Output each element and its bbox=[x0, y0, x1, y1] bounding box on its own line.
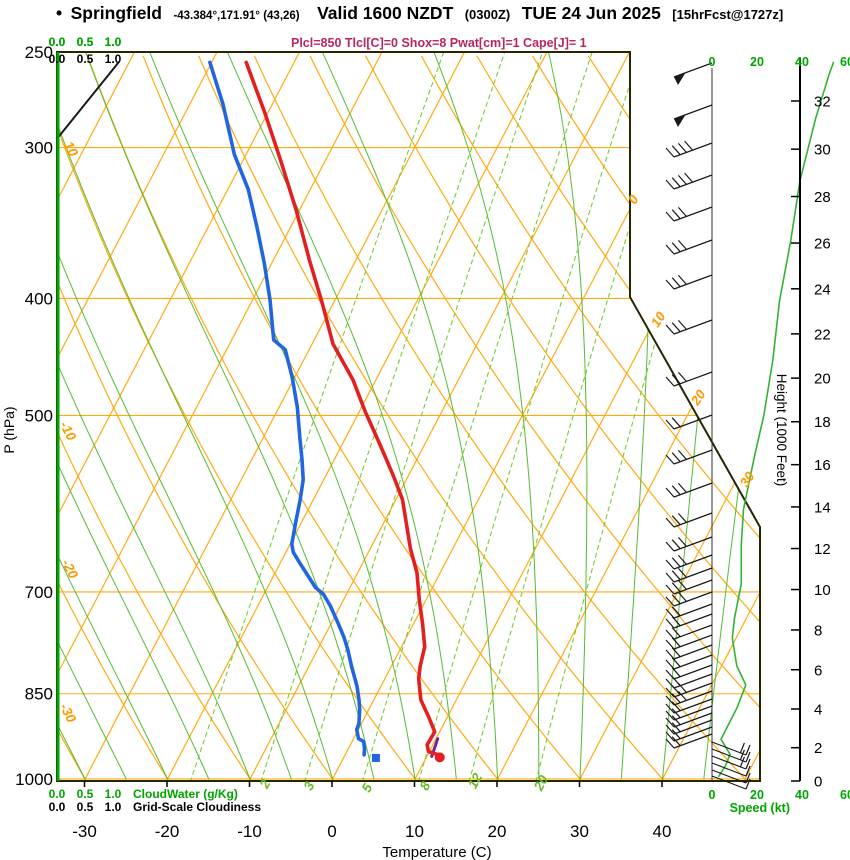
svg-text:CloudWater (g/Kg): CloudWater (g/Kg) bbox=[133, 787, 238, 801]
svg-text:-30: -30 bbox=[72, 822, 97, 841]
svg-text:20: 20 bbox=[814, 371, 831, 388]
svg-text:18: 18 bbox=[814, 414, 831, 431]
svg-text:0.0: 0.0 bbox=[49, 52, 66, 66]
svg-text:-30: -30 bbox=[57, 701, 80, 726]
svg-text:1000: 1000 bbox=[15, 770, 53, 789]
svg-text:0.5: 0.5 bbox=[77, 787, 94, 801]
svg-text:0: 0 bbox=[709, 55, 716, 69]
svg-text:1.0: 1.0 bbox=[105, 787, 122, 801]
svg-text:-20: -20 bbox=[155, 822, 180, 841]
valid-time-z: (0300Z) bbox=[464, 7, 511, 22]
svg-text:20: 20 bbox=[488, 822, 507, 841]
svg-text:30: 30 bbox=[814, 142, 831, 159]
skewt-grid bbox=[57, 52, 760, 781]
svg-text:Speed (kt): Speed (kt) bbox=[730, 801, 790, 815]
svg-text:32: 32 bbox=[814, 93, 831, 110]
svg-text:0.0: 0.0 bbox=[49, 787, 66, 801]
stability-indices-line: Plcl=850 Tlcl[C]=0 Shox=8 Pwat[cm]=1 Cap… bbox=[291, 36, 587, 50]
svg-text:700: 700 bbox=[25, 583, 53, 602]
wind-plot bbox=[711, 61, 835, 781]
svg-text:300: 300 bbox=[25, 139, 53, 158]
svg-text:10: 10 bbox=[405, 822, 424, 841]
svg-text:0.0: 0.0 bbox=[49, 800, 66, 814]
svg-text:40: 40 bbox=[795, 55, 809, 69]
plot-border bbox=[56, 51, 761, 782]
svg-text:30: 30 bbox=[570, 822, 589, 841]
svg-text:0: 0 bbox=[327, 822, 336, 841]
svg-text:0: 0 bbox=[814, 774, 822, 791]
surface-markers bbox=[371, 752, 445, 763]
svg-text:6: 6 bbox=[814, 662, 822, 679]
temperature-axis: -30 -20 -10 0 10 20 30 40 bbox=[72, 781, 671, 841]
wind-barbs bbox=[665, 62, 751, 790]
svg-text:0: 0 bbox=[709, 788, 716, 802]
svg-text:0.5: 0.5 bbox=[77, 35, 94, 49]
svg-text:400: 400 bbox=[25, 289, 53, 308]
svg-text:14: 14 bbox=[814, 499, 831, 516]
svg-text:-10: -10 bbox=[237, 822, 262, 841]
svg-text:10: 10 bbox=[648, 309, 669, 330]
station-name: Springfield bbox=[70, 3, 162, 23]
svg-text:1.0: 1.0 bbox=[105, 52, 122, 66]
svg-text:60: 60 bbox=[840, 788, 850, 802]
forecast-tag: [15hrFcst@1727z] bbox=[672, 7, 784, 22]
svg-text:1.0: 1.0 bbox=[105, 800, 122, 814]
svg-text:0.5: 0.5 bbox=[77, 800, 94, 814]
svg-text:12: 12 bbox=[465, 770, 486, 791]
svg-text:250: 250 bbox=[25, 43, 53, 62]
svg-text:Temperature (C): Temperature (C) bbox=[382, 844, 491, 860]
title-bar: • Springfield -43.384°,171.91° (43,26) V… bbox=[56, 3, 783, 24]
svg-text:60: 60 bbox=[840, 55, 850, 69]
svg-text:5: 5 bbox=[359, 781, 376, 795]
svg-text:10: 10 bbox=[61, 139, 82, 160]
speed-axis: 00202040406060Speed (kt) bbox=[709, 55, 850, 815]
svg-text:20: 20 bbox=[750, 55, 764, 69]
pressure-axis-title: P (hPa) bbox=[1, 406, 17, 453]
svg-text:0.5: 0.5 bbox=[77, 35, 94, 49]
svg-text:10: 10 bbox=[814, 582, 831, 599]
svg-text:26: 26 bbox=[814, 236, 831, 253]
cloudiness-profile bbox=[56, 61, 120, 140]
svg-text:12: 12 bbox=[814, 541, 831, 558]
svg-text:20: 20 bbox=[530, 772, 551, 794]
station-bullet: • bbox=[56, 3, 63, 23]
pressure-axis: 250 300 400 500 700 850 1000 bbox=[15, 43, 53, 789]
svg-text:850: 850 bbox=[25, 685, 53, 704]
valid-time: Valid 1600 NZDT bbox=[317, 3, 454, 23]
svg-text:4: 4 bbox=[814, 702, 822, 719]
valid-date: TUE 24 Jun 2025 bbox=[521, 3, 661, 23]
svg-text:40: 40 bbox=[653, 822, 672, 841]
svg-text:30: 30 bbox=[737, 469, 758, 490]
svg-text:1.0: 1.0 bbox=[105, 35, 122, 49]
svg-text:Grid-Scale Cloudiness: Grid-Scale Cloudiness bbox=[133, 800, 261, 814]
svg-text:0: 0 bbox=[625, 192, 642, 207]
svg-text:-20: -20 bbox=[59, 557, 82, 582]
svg-text:1.0: 1.0 bbox=[105, 35, 122, 49]
height-axis-title: Height (1000 Feet) bbox=[774, 374, 789, 487]
temperature-axis-title: Temperature (C) bbox=[382, 844, 491, 860]
svg-text:500: 500 bbox=[25, 406, 53, 425]
sounding-curves bbox=[208, 60, 441, 758]
svg-text:2: 2 bbox=[814, 740, 822, 757]
svg-text:0.5: 0.5 bbox=[77, 52, 94, 66]
svg-text:Height (1000 Feet): Height (1000 Feet) bbox=[774, 374, 789, 487]
svg-text:40: 40 bbox=[795, 788, 809, 802]
svg-text:0.0: 0.0 bbox=[49, 35, 66, 49]
cloud-scales: 0.0 0.5 1.00.00.00.00.00.50.50.50.51.01.01… bbox=[49, 35, 262, 814]
svg-text:16: 16 bbox=[814, 457, 831, 474]
svg-text:0.0: 0.0 bbox=[49, 35, 66, 49]
station-coords: -43.384°,171.91° (43,26) bbox=[173, 10, 300, 22]
svg-text:24: 24 bbox=[814, 281, 831, 298]
svg-text:P (hPa): P (hPa) bbox=[1, 406, 17, 453]
svg-text:22: 22 bbox=[814, 326, 831, 343]
svg-text:28: 28 bbox=[814, 189, 831, 206]
svg-text:20: 20 bbox=[750, 788, 764, 802]
svg-text:8: 8 bbox=[814, 622, 822, 639]
